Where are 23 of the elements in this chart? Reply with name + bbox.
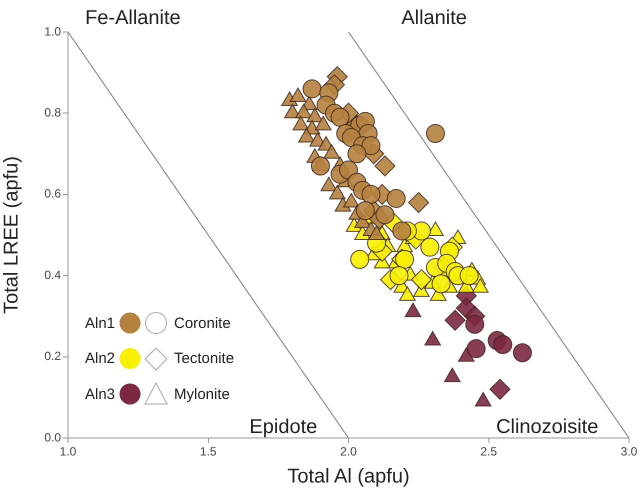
y-tick-label: 0.2	[44, 349, 62, 364]
annotation: Coronite	[174, 314, 231, 332]
y-tick-label: 0.6	[44, 186, 62, 201]
annotation: Epidote	[249, 416, 318, 438]
annotation: Tectonite	[174, 350, 234, 367]
x-axis-title: Total Al (apfu)	[287, 466, 410, 488]
y-axis-title: Total LREE (apfu)	[0, 156, 23, 314]
legend-label: Aln2	[85, 350, 116, 367]
text: Allanite	[401, 7, 467, 29]
x-tick-label: 3.0	[620, 444, 638, 459]
x-tick-label: 2.0	[340, 444, 358, 459]
y-tick-label: 0.8	[44, 106, 62, 120]
legend-label: Aln1	[85, 314, 116, 332]
y-tick-label: 0.0	[44, 430, 62, 444]
x-tick-label: 1.5	[200, 444, 217, 459]
legend-label: Aln3	[85, 386, 116, 402]
y-tick-label: 0.4	[44, 268, 62, 282]
text: Fe-Allanite	[85, 7, 181, 29]
x-tick-label: 2.5	[480, 444, 498, 459]
annotation: Mylonite	[174, 386, 230, 402]
x-tick-label: 1.0	[60, 444, 77, 459]
annotation: Clinozoisite	[496, 416, 598, 438]
y-tick-label: 1.0	[44, 24, 62, 38]
